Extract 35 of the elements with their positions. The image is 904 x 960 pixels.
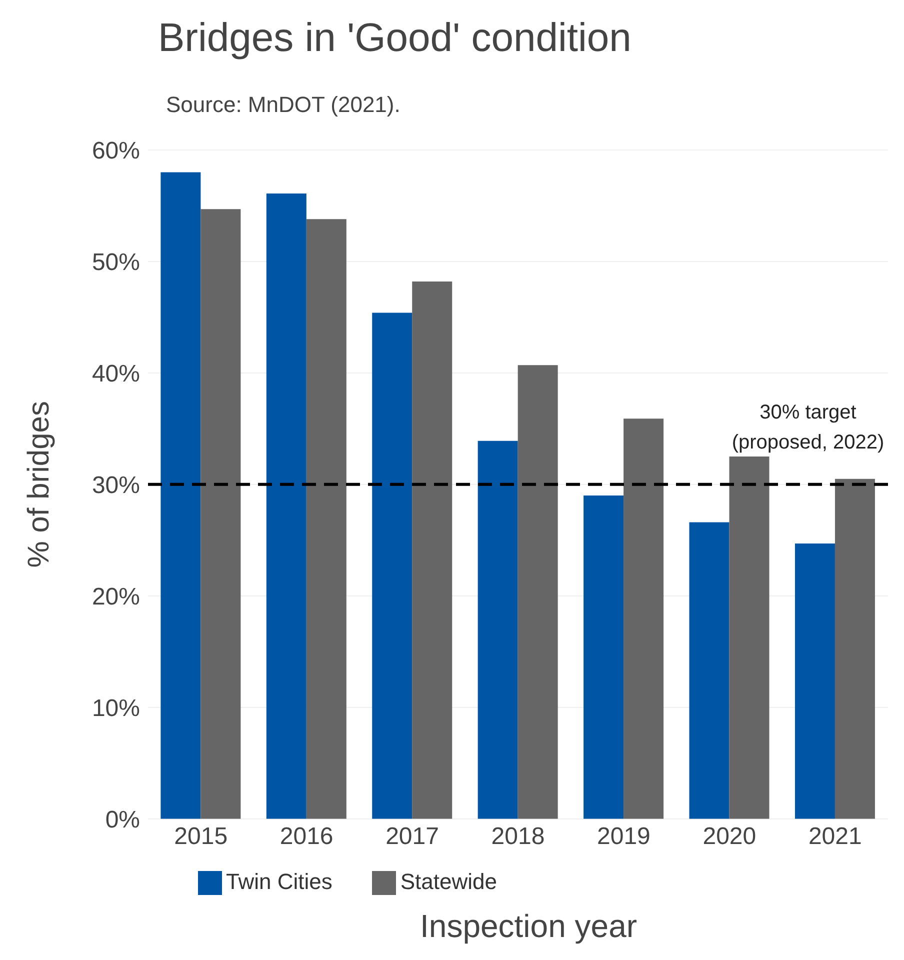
y-tick-label: 10% xyxy=(92,694,140,722)
bar xyxy=(160,172,201,819)
y-tick-label: 30% xyxy=(92,472,140,499)
x-tick-label: 2021 xyxy=(808,822,862,850)
x-tick-label: 2017 xyxy=(386,822,439,850)
bar xyxy=(266,193,306,819)
x-tick-label: 2018 xyxy=(491,822,545,850)
y-tick-label: 50% xyxy=(92,248,140,276)
x-tick-label: 2015 xyxy=(174,822,228,850)
legend-label: Twin Cities xyxy=(226,868,332,894)
y-tick-label: 40% xyxy=(92,360,140,388)
x-tick-label: 2016 xyxy=(280,822,334,850)
bar xyxy=(834,478,875,819)
bar xyxy=(794,543,835,819)
bar xyxy=(412,282,452,819)
bar xyxy=(689,522,730,819)
bar xyxy=(200,209,241,819)
ref-line-label: 30% target (proposed, 2022) xyxy=(732,401,884,454)
legend-label: Statewide xyxy=(400,868,497,894)
y-tick-label: 60% xyxy=(92,138,140,165)
y-tick-label: 20% xyxy=(92,583,140,610)
bar xyxy=(306,219,346,819)
x-axis-title: Inspection year xyxy=(420,908,638,945)
bar xyxy=(478,440,518,819)
bar xyxy=(624,418,664,819)
bar xyxy=(729,456,770,819)
chart-title: Bridges in 'Good' condition xyxy=(158,16,632,61)
x-tick-label: 2019 xyxy=(597,822,650,850)
bar xyxy=(584,496,624,819)
x-tick-label: 2020 xyxy=(702,822,756,850)
y-axis-title: % of bridges xyxy=(22,401,56,568)
chart-subtitle: Source: MnDOT (2021). xyxy=(166,92,400,118)
bar xyxy=(372,312,412,819)
y-tick-label: 0% xyxy=(105,806,140,834)
bar xyxy=(518,365,558,819)
